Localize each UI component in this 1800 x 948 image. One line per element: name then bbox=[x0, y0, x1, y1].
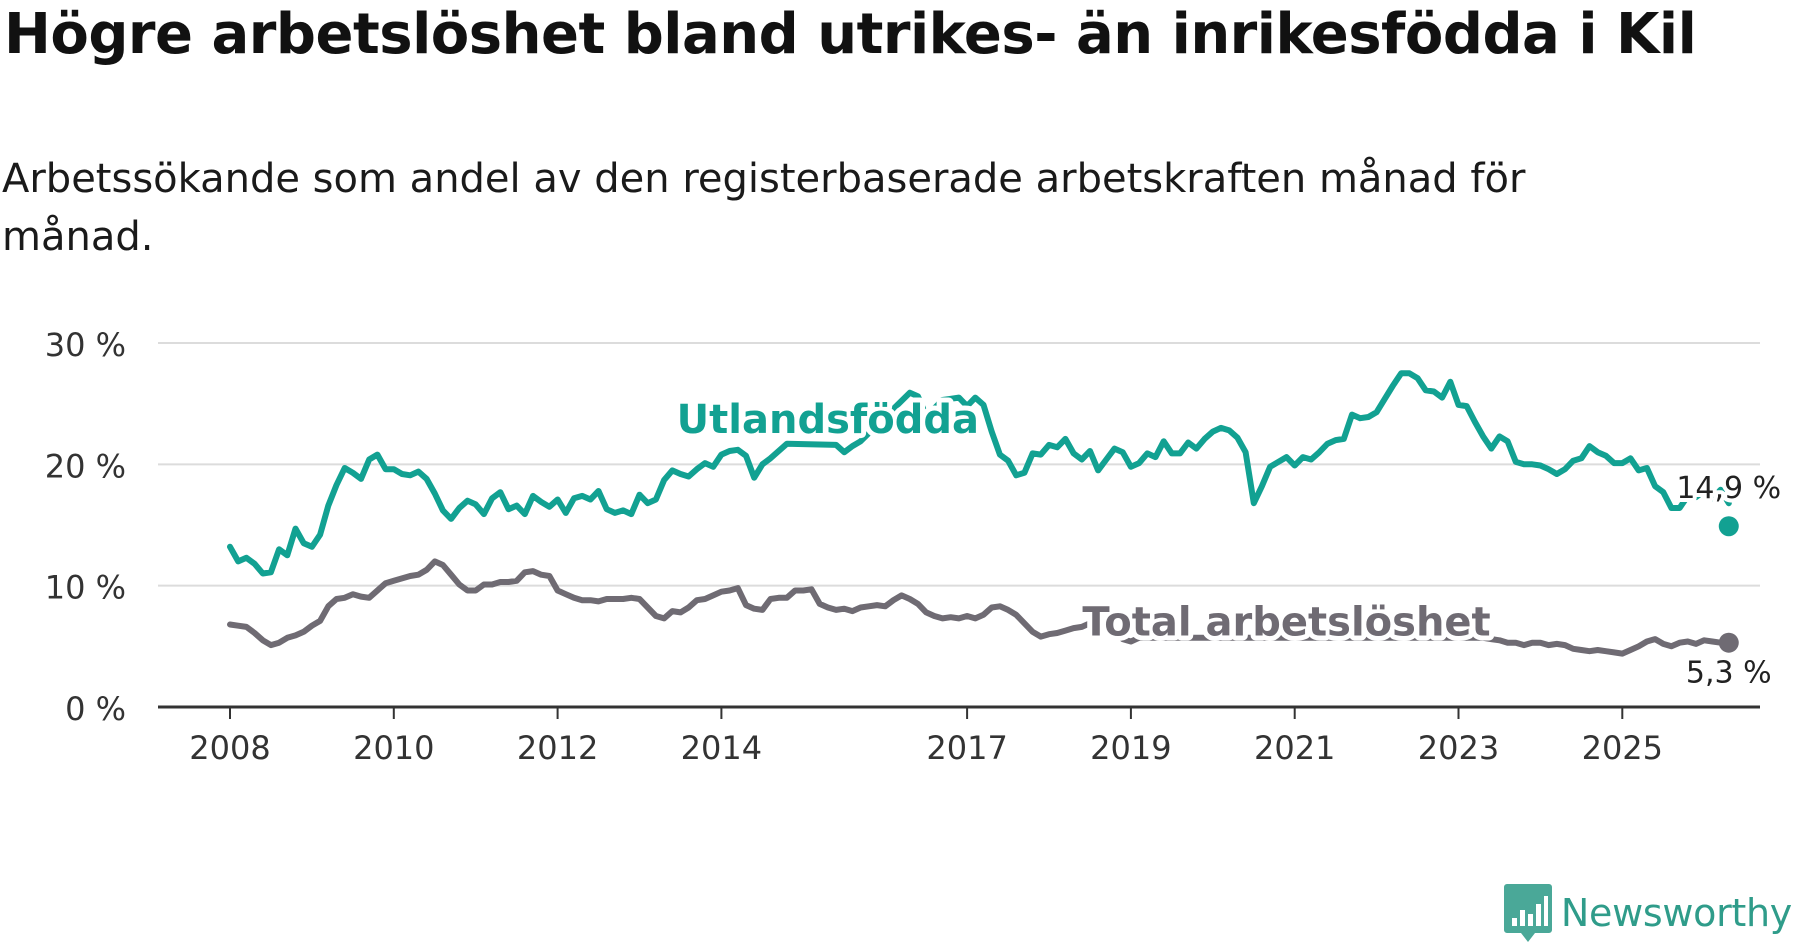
y-tick-label: 10 % bbox=[45, 569, 126, 607]
series-label-total-arbetsloshet: Total arbetslöshet bbox=[1082, 599, 1490, 645]
x-tick-label: 2019 bbox=[1090, 729, 1171, 767]
x-tick-label: 2021 bbox=[1254, 729, 1335, 767]
series-line-utlandsfodda bbox=[227, 370, 1732, 577]
x-tick-label: 2012 bbox=[517, 729, 598, 767]
series-labels: Utlandsfödda Total arbetslöshet 14,9 % 5,3 … bbox=[672, 392, 1786, 695]
series-line-total-arbetsloshet bbox=[227, 558, 1732, 657]
series-lines bbox=[227, 370, 1732, 657]
x-tick-label: 2025 bbox=[1582, 729, 1663, 767]
x-tick-label: 2014 bbox=[681, 729, 762, 767]
chart-title: Högre arbetslöshet bland utrikes- än inr… bbox=[4, 2, 1697, 67]
chart-subtitle: Arbetssökande som andel av den registerb… bbox=[2, 156, 1526, 260]
y-tick-label: 20 % bbox=[45, 447, 126, 485]
x-tick-label: 2017 bbox=[926, 729, 1007, 767]
brand-logo[interactable]: Newsworthy bbox=[1503, 878, 1792, 948]
y-tick-label: 0 % bbox=[65, 690, 126, 728]
end-point-marker bbox=[1718, 632, 1739, 653]
y-tick-label: 30 % bbox=[45, 326, 126, 364]
x-tick-label: 2010 bbox=[353, 729, 434, 767]
brand-name: Newsworthy bbox=[1560, 891, 1792, 935]
series-label-utlandsfodda: Utlandsfödda bbox=[677, 397, 979, 443]
grid-lines bbox=[158, 342, 1760, 709]
end-point-marker bbox=[1718, 516, 1739, 537]
bar-chart-speech-bubble-icon bbox=[1503, 884, 1552, 942]
end-label-total-arbetsloshet: 5,3 % bbox=[1686, 656, 1772, 691]
x-tick-label: 2023 bbox=[1418, 729, 1499, 767]
x-tick-label: 2008 bbox=[189, 729, 270, 767]
x-axis-ticks: 2008 2010 2012 2014 2017 2019 2021 2023 2025 bbox=[189, 707, 1663, 767]
y-axis-ticks: 0 % 10 % 20 % 30 % bbox=[45, 326, 126, 728]
end-label-utlandsfodda: 14,9 % bbox=[1676, 471, 1781, 506]
